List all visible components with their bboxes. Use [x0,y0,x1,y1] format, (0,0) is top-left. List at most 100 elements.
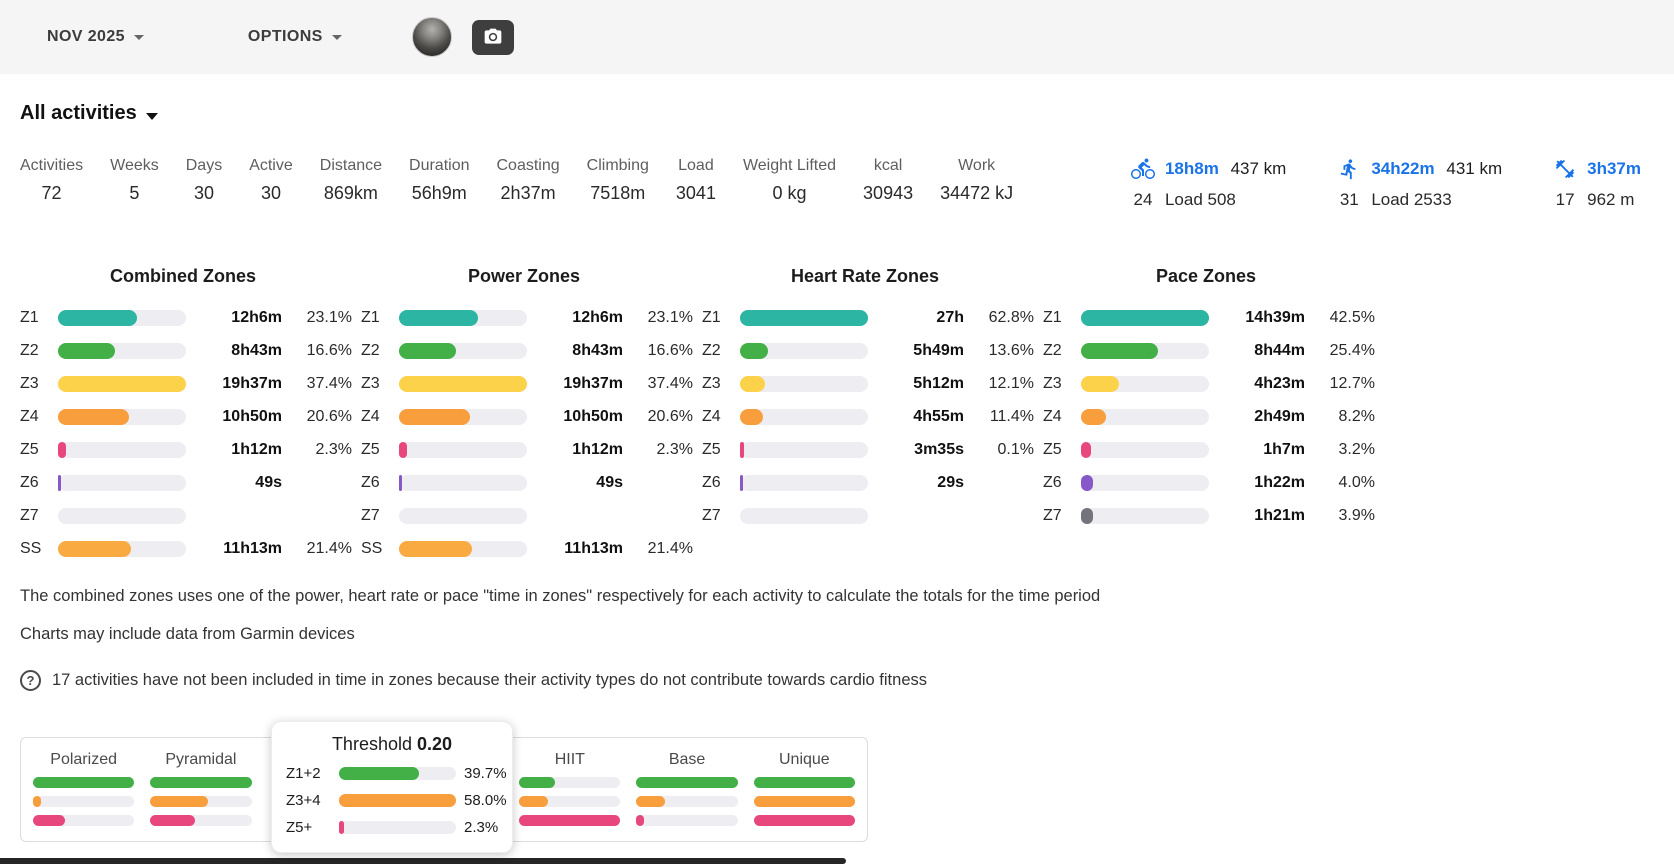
zone-time: 27h [936,308,964,326]
stat: Work 34472 kJ [940,157,1013,204]
zone-bar-track [58,540,186,557]
avatar[interactable] [411,17,452,57]
stat-value: 3041 [675,183,716,203]
zone-bar-fill [58,375,186,392]
dist-bar-track [519,777,621,788]
camera-button[interactable] [471,19,514,55]
stat: Coasting 2h37m [497,157,560,204]
dist-chart-base[interactable]: Base [636,751,738,826]
stat-label: Work [958,157,996,174]
help-icon[interactable]: ? [20,670,41,691]
dist-bar-fill-z12 [150,777,252,788]
stat-label: Distance [319,157,383,174]
zone-bar-track [399,474,527,491]
zone-rows: Z1 12h6m 23.1% Z2 8h43m 16.6% Z3 [361,301,693,565]
zone-label: Z1 [20,308,39,326]
zone-row: Z7 [702,499,1028,532]
zone-bar-track [1081,474,1209,491]
stat-label: Duration [409,157,470,174]
zone-row: Z3 19h37m 37.4% [361,367,693,400]
zone-percent: 2.3% [656,440,693,458]
zone-label: SS [20,539,42,557]
zone-rows: Z1 14h39m 42.5% Z2 8h44m 25.4% Z3 [1043,301,1375,532]
stat-value: 7518m [590,183,646,203]
zone-row: Z4 2h49m 8.2% [1043,400,1375,433]
stat: Distance 869km [320,157,382,204]
zone-bar-track [740,408,868,425]
zone-label: Z3 [702,374,721,392]
threshold-row: Z3+4 58.0% [286,792,507,809]
threshold-popup-value: 0.20 [417,734,453,754]
zone-bar-track [58,408,186,425]
dist-bar-fill-z5 [33,815,66,826]
zone-bar-fill [1081,342,1158,359]
zone-row: Z3 5h12m 12.1% [702,367,1034,400]
ride-load: Load 508 [1164,190,1236,209]
zone-bar-fill [399,408,470,425]
stat-value: 34472 kJ [940,183,1014,203]
zone-chart-combined: Combined Zones Z1 12h6m 23.1% Z2 8h43m [20,266,352,565]
stat-label: Days [185,157,223,174]
zone-chart-pace: Pace Zones Z1 14h39m 42.5% Z2 8h44m 2 [1043,266,1375,565]
stat-value: 30943 [863,183,914,203]
threshold-popup: Threshold 0.20 Z1+2 39.7% Z3+4 58.0% Z5+… [271,721,513,853]
dist-chart-hiit[interactable]: HIIT [519,751,621,826]
stat-value: 5 [129,183,140,203]
zone-bar-track [740,342,868,359]
zone-bar-track [740,309,868,326]
top-bar: NOV 2025 OPTIONS [0,0,1674,74]
zone-time: 11h13m [223,539,282,557]
zone-percent: 11.4% [989,407,1034,425]
zone-row: Z6 49s [20,466,346,499]
dist-chart-unique[interactable]: Unique [753,751,855,826]
zone-row: Z4 10h50m 20.6% [20,400,352,433]
dist-bar-fill-z34 [753,796,855,807]
sport-summary-run: 34h22m 431 km 31 Load 2533 [1334,157,1502,210]
ride-distance: 437 km [1230,159,1287,178]
threshold-bar-track [339,821,456,834]
dist-chart-pyramidal[interactable]: Pyramidal [150,751,252,826]
zone-time: 1h7m [1263,440,1305,458]
zone-row: Z1 27h 62.8% [702,301,1034,334]
zone-bar-track [399,375,527,392]
stat-label: Weeks [110,157,159,174]
month-selector[interactable]: NOV 2025 [47,28,144,46]
zone-label: Z3 [20,374,39,392]
dist-bar-track [753,777,855,788]
zone-time: 12h6m [572,308,623,326]
zone-row: Z5 1h7m 3.2% [1043,433,1375,466]
zone-percent: 20.6% [306,407,352,425]
dist-bar-fill-z5 [519,815,621,826]
zone-row: Z4 10h50m 20.6% [361,400,693,433]
dist-chart-polarized[interactable]: Polarized [33,751,135,826]
stat: Active 30 [249,157,293,204]
horizontal-scrollbar[interactable] [0,858,846,864]
zone-bar-track [58,342,186,359]
activity-filter-dropdown[interactable]: All activities [20,102,1654,125]
zone-percent: 0.1% [997,440,1034,458]
zone-label: Z6 [1043,473,1062,491]
workout-count: 17 [1555,189,1575,209]
camera-icon [483,27,503,47]
dist-chart-title: Pyramidal [165,751,237,768]
zone-percent: 8.2% [1338,407,1375,425]
run-time: 34h22m [1371,158,1435,178]
excluded-activities-text: 17 activities have not been included in … [52,671,927,689]
dist-bar-track [33,815,135,826]
threshold-row: Z1+2 39.7% [286,765,507,782]
zone-time: 49s [596,473,623,491]
zone-row: Z7 [20,499,346,532]
dist-bar-fill-z12 [33,777,135,788]
stat: Weeks 5 [110,157,159,204]
zone-time: 29s [937,473,964,491]
zone-row: Z7 1h21m 3.9% [1043,499,1375,532]
zone-row: Z1 14h39m 42.5% [1043,301,1375,334]
zone-label: Z1 [702,308,721,326]
dist-bar-track [753,796,855,807]
zone-row: Z5 3m35s 0.1% [702,433,1034,466]
options-menu[interactable]: OPTIONS [248,28,342,46]
zone-bar-fill [399,375,527,392]
zone-label: Z4 [702,407,721,425]
zone-percent: 2.3% [315,440,352,458]
dist-bar-track [33,796,135,807]
